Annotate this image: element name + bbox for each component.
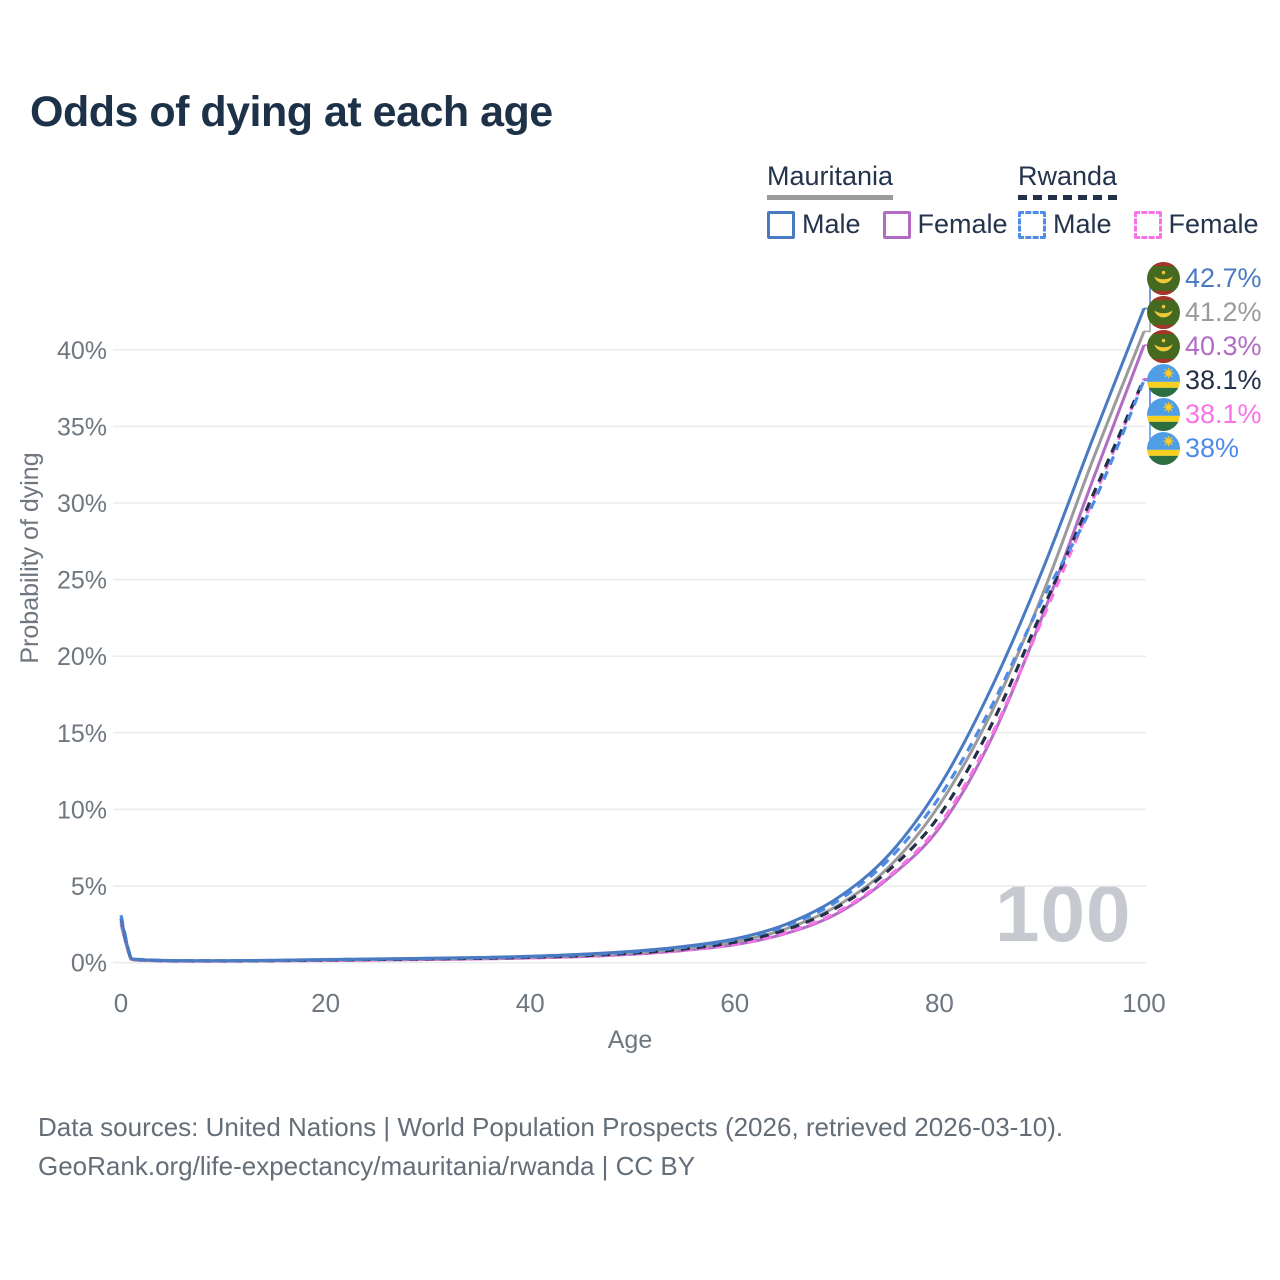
end-label-value: 41.2% (1185, 296, 1262, 327)
legend-country-mauritania: Mauritania (767, 161, 894, 191)
mauritania-flag-icon (1147, 295, 1180, 329)
series-line-mauritania-male (119, 307, 1146, 963)
y-axis-title: Probability of dying (16, 452, 44, 664)
x-tick-label: 60 (720, 988, 749, 1018)
end-label-value: 42.7% (1185, 262, 1262, 293)
legend-label-male: Male (802, 209, 861, 239)
y-tick-label: 25% (57, 567, 107, 595)
end-label-row: 38.1% (1147, 363, 1262, 397)
footer: Data sources: United Nations | World Pop… (38, 1108, 1063, 1186)
series-line-rwanda-both (119, 378, 1146, 963)
rwanda-male-swatch-icon (1018, 210, 1046, 239)
legend-label-male: Male (1053, 209, 1112, 239)
x-axis-title: Age (607, 1026, 653, 1054)
end-label-row: 42.7% (1147, 261, 1262, 295)
rwanda-flag-icon (1147, 431, 1180, 465)
end-label-value: 38.1% (1185, 398, 1262, 429)
series-line-mauritania-female (119, 344, 1146, 963)
series-end-labels: 42.7% 41.2% 40.3% (1147, 261, 1262, 465)
x-tick-label: 0 (114, 988, 128, 1018)
x-tick-label: 100 (1122, 988, 1165, 1018)
y-tick-label: 5% (71, 873, 107, 901)
end-label-row: 38% (1147, 431, 1262, 465)
mauritania-female-swatch-icon (882, 210, 911, 239)
series-line-rwanda-female (119, 378, 1146, 963)
series-line-mauritania-both (119, 330, 1146, 963)
legend-item-mauritania-male: Male (767, 209, 861, 240)
end-label-value: 38.1% (1185, 364, 1262, 395)
mauritania-flag-icon (1147, 261, 1180, 295)
end-label-row: 38.1% (1147, 397, 1262, 431)
y-tick-label: 0% (71, 950, 107, 978)
footer-attribution: GeoRank.org/life-expectancy/mauritania/r… (38, 1151, 696, 1181)
y-tick-label: 20% (57, 643, 107, 671)
x-tick-label: 80 (925, 988, 954, 1018)
legend-item-mauritania-female: Female (882, 209, 1008, 240)
x-tick-label: 20 (311, 988, 340, 1018)
series-line-rwanda-male (119, 379, 1146, 963)
end-label-value: 40.3% (1185, 330, 1262, 361)
y-tick-label: 40% (57, 337, 107, 365)
rwanda-female-swatch-icon (1133, 210, 1162, 239)
end-label-row: 41.2% (1147, 295, 1262, 329)
chart-title: Odds of dying at each age (30, 88, 553, 136)
age-counter-watermark: 100 (995, 869, 1132, 958)
y-tick-label: 10% (57, 796, 107, 824)
legend-group-rwanda: Rwanda Male Female (1018, 161, 1280, 240)
legend-country-rwanda: Rwanda (1018, 161, 1118, 191)
y-tick-label: 15% (57, 720, 107, 748)
legend-item-rwanda-male: Male (1018, 209, 1112, 240)
legend-item-rwanda-female: Female (1133, 209, 1259, 240)
legend-label-female: Female (1168, 209, 1259, 239)
y-tick-label: 30% (57, 490, 107, 518)
end-label-row: 40.3% (1147, 329, 1262, 363)
footer-data-sources: Data sources: United Nations | World Pop… (38, 1112, 1064, 1142)
mauritania-male-swatch-icon (767, 210, 795, 239)
legend-label-female: Female (917, 209, 1008, 239)
rwanda-flag-icon (1147, 363, 1180, 397)
x-tick-label: 40 (516, 988, 545, 1018)
mauritania-flag-icon (1147, 329, 1180, 363)
y-tick-label: 35% (57, 413, 107, 441)
mauritania-line-style-sample (767, 195, 894, 200)
rwanda-line-style-sample (1018, 195, 1118, 200)
legend-group-mauritania: Mauritania Male Female (767, 161, 1030, 240)
rwanda-flag-icon (1147, 397, 1180, 431)
end-label-value: 38% (1185, 432, 1240, 463)
